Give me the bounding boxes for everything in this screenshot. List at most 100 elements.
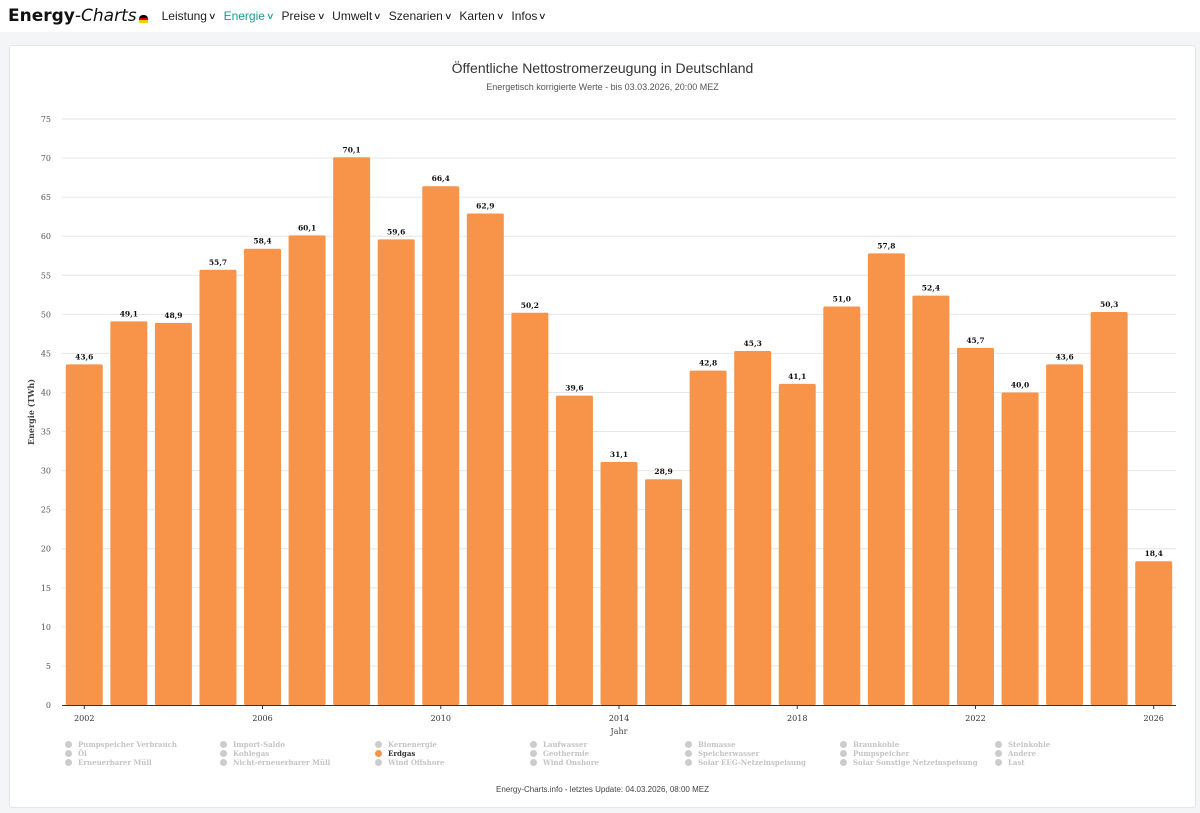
bar-2013	[555, 395, 593, 705]
legend-item[interactable]: Geothermie	[530, 749, 685, 758]
bar-2019	[823, 306, 861, 705]
legend-label: Kohlegas	[233, 749, 270, 758]
legend-item[interactable]: Erdgas	[375, 749, 530, 758]
brand-suffix: -Charts	[74, 6, 137, 26]
bar-2022	[956, 347, 994, 705]
bar-2009	[377, 239, 415, 706]
legend-item[interactable]: Last	[995, 758, 1150, 767]
legend-label: Kernenergie	[388, 740, 437, 749]
legend-label: Import-Saldo	[233, 740, 285, 749]
legend-dot-icon	[530, 750, 537, 757]
chart-credits: Energy-Charts.info - letztes Update: 04.…	[495, 785, 709, 794]
nav-item-preise[interactable]: Preise ∨	[282, 9, 326, 23]
legend-item[interactable]: Steinkohle	[995, 740, 1150, 749]
legend-item[interactable]: Öl	[65, 749, 220, 758]
nav-item-label: Umwelt	[332, 9, 373, 23]
legend-item[interactable]: Wind Offshore	[375, 758, 530, 767]
chevron-down-icon: ∨	[538, 10, 547, 21]
nav-item-karten[interactable]: Karten ∨	[459, 9, 504, 23]
legend-dot-icon	[840, 741, 847, 748]
legend-label: Andere	[1008, 749, 1037, 758]
chevron-down-icon: ∨	[265, 10, 275, 21]
legend-item[interactable]: Kernenergie	[375, 740, 530, 749]
legend-label: Geothermie	[543, 749, 590, 758]
bar-value-label: 62,9	[476, 202, 494, 211]
german-flag-icon	[138, 15, 148, 23]
legend-item[interactable]: Laufwasser	[530, 740, 685, 749]
brand-name: Energy	[8, 6, 75, 26]
y-tick-label: 5	[46, 662, 51, 671]
legend-item[interactable]: Solar EEG-Netzeinspeisung	[685, 758, 840, 767]
y-axis-title: Energie (TWh)	[26, 379, 36, 445]
bar-2002	[65, 364, 103, 705]
bar-value-label: 45,7	[966, 336, 984, 345]
legend-label: Wind Offshore	[388, 758, 445, 767]
bar-value-label: 28,9	[654, 467, 672, 476]
chevron-down-icon: ∨	[443, 10, 453, 21]
legend-item[interactable]: Erneuerbarer Müll	[65, 758, 220, 767]
brand-logo[interactable]: Energy -Charts	[8, 6, 148, 26]
bar-value-label: 18,4	[1145, 549, 1163, 558]
top-navbar: Energy -Charts Leistung ∨ Energie ∨ Preise ∨ U…	[0, 0, 1200, 32]
legend-item[interactable]: Nicht-erneuerbarer Müll	[220, 758, 375, 767]
bar-2004	[154, 322, 192, 705]
chart-title: Öffentliche Nettostromerzeugung in Deuts…	[451, 60, 754, 76]
legend-item[interactable]: Kohlegas	[220, 749, 375, 758]
nav-item-energie[interactable]: Energie ∨	[224, 9, 275, 23]
legend-item[interactable]: Import-Saldo	[220, 740, 375, 749]
legend-label: Wind Onshore	[543, 758, 599, 767]
nav-item-label: Karten	[459, 9, 495, 23]
legend-dot-icon	[685, 741, 692, 748]
bar-2003	[110, 321, 148, 705]
y-tick-label: 45	[41, 349, 51, 358]
legend-dot-icon	[995, 759, 1002, 766]
bar-2024	[1046, 364, 1084, 705]
nav-item-infos[interactable]: Infos ∨	[511, 9, 547, 23]
x-tick-label: 2014	[609, 714, 629, 723]
nav-item-umwelt[interactable]: Umwelt ∨	[332, 9, 382, 23]
nav-item-label: Leistung	[161, 9, 207, 23]
legend-label: Braunkohle	[853, 740, 900, 749]
legend-dot-icon	[65, 750, 72, 757]
flag-stripe	[138, 20, 148, 23]
nav-item-label: Infos	[511, 9, 538, 23]
bar-2020	[867, 253, 905, 705]
legend-label: Speicherwasser	[698, 749, 760, 758]
bar-2023	[1001, 392, 1039, 705]
x-tick-label: 2006	[252, 714, 272, 723]
x-tick-label: 2026	[1144, 714, 1164, 723]
legend-item[interactable]: Wind Onshore	[530, 758, 685, 767]
legend-dot-icon	[840, 750, 847, 757]
x-tick-label: 2018	[787, 714, 807, 723]
nav-item-leistung[interactable]: Leistung ∨	[161, 9, 217, 23]
bar-value-label: 43,6	[1055, 352, 1073, 361]
legend-item[interactable]: Speicherwasser	[685, 749, 840, 758]
legend-dot-icon	[840, 759, 847, 766]
legend-item[interactable]: Braunkohle	[840, 740, 995, 749]
nav-item-szenarien[interactable]: Szenarien ∨	[389, 9, 453, 23]
y-tick-label: 30	[41, 467, 51, 476]
bar-2025	[1090, 311, 1128, 705]
chart-panel: Öffentliche Nettostromerzeugung in Deuts…	[9, 45, 1196, 808]
y-tick-label: 15	[41, 584, 51, 593]
bar-value-label: 41,1	[788, 372, 806, 381]
legend-item[interactable]: Pumpspeicher Verbrauch	[65, 740, 220, 749]
legend-item[interactable]: Biomasse	[685, 740, 840, 749]
legend-label: Öl	[78, 749, 87, 758]
x-axis-title: Jahr	[610, 727, 628, 736]
legend-label: Last	[1008, 758, 1025, 767]
x-tick-label: 2010	[431, 714, 451, 723]
y-tick-label: 60	[41, 232, 51, 241]
bar-value-label: 59,6	[387, 227, 405, 236]
chart-subtitle: Energetisch korrigierte Werte - bis 03.0…	[486, 82, 719, 92]
bar-value-label: 57,8	[877, 241, 895, 250]
flag-stripe	[138, 17, 148, 21]
legend-dot-icon	[375, 741, 382, 748]
legend-item[interactable]: Andere	[995, 749, 1150, 758]
legend-item[interactable]: Solar Sonstige Netzeinspeisung	[840, 758, 995, 767]
legend-dot-icon	[65, 759, 72, 766]
y-tick-label: 20	[41, 545, 51, 554]
legend-item[interactable]: Pumpspeicher	[840, 749, 995, 758]
bar-2010	[422, 186, 460, 705]
bar-value-label: 45,3	[744, 339, 762, 348]
